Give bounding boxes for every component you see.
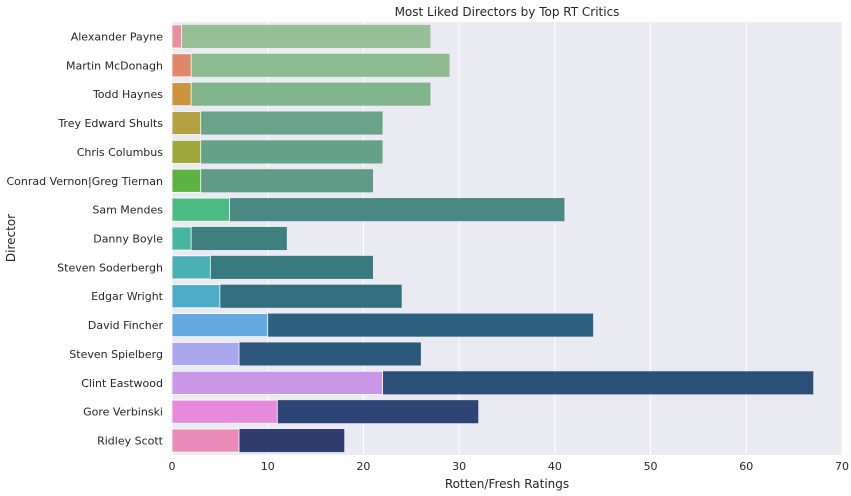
y-tick-label-2: Todd Haynes xyxy=(92,88,163,101)
x-axis-label: Rotten/Fresh Ratings xyxy=(445,477,569,491)
bar-part-7 xyxy=(171,226,192,251)
bar-part-1 xyxy=(171,53,192,78)
bars-part-series xyxy=(171,24,383,453)
y-tick-label-5: Conrad Vernon|Greg Tiernan xyxy=(6,175,163,188)
x-tick-label-5: 50 xyxy=(644,460,658,473)
x-tick-labels: 0 10 20 30 40 50 60 70 xyxy=(169,460,850,473)
y-tick-label-4: Chris Columbus xyxy=(77,146,164,159)
bar-total-6 xyxy=(172,198,565,222)
bar-total-7 xyxy=(172,226,287,251)
y-tick-label-9: Edgar Wright xyxy=(91,290,164,303)
bar-total-5 xyxy=(172,169,373,193)
bar-part-4 xyxy=(171,139,202,164)
bars-total-series xyxy=(172,24,814,453)
bar-total-9 xyxy=(172,284,402,308)
y-tick-label-3: Trey Edward Shults xyxy=(57,117,163,130)
y-tick-label-0: Alexander Payne xyxy=(71,30,164,43)
bar-part-2 xyxy=(171,82,192,107)
y-tick-label-13: Gore Verbinski xyxy=(83,406,163,419)
bar-part-6 xyxy=(171,197,230,222)
x-tick-label-7: 70 xyxy=(835,460,849,473)
bar-part-3 xyxy=(171,111,202,135)
y-tick-label-10: David Fincher xyxy=(88,319,164,332)
bar-total-4 xyxy=(172,140,383,164)
y-tick-labels: Alexander Payne Martin McDonagh Todd Hayne… xyxy=(6,30,163,447)
bar-part-11 xyxy=(171,342,240,366)
chart-title: Most Liked Directors by Top RT Critics xyxy=(395,5,620,19)
y-tick-label-7: Danny Boyle xyxy=(93,233,163,246)
x-tick-label-0: 0 xyxy=(169,460,176,473)
x-tick-label-4: 40 xyxy=(548,460,562,473)
y-tick-label-14: Ridley Scott xyxy=(97,435,164,448)
y-axis-label: Director xyxy=(4,214,18,262)
y-tick-label-12: Clint Eastwood xyxy=(81,377,163,390)
bar-part-8 xyxy=(171,255,211,280)
bar-total-1 xyxy=(172,53,450,77)
bar-part-13 xyxy=(171,399,278,424)
x-tick-label-6: 60 xyxy=(739,460,753,473)
x-tick-label-1: 10 xyxy=(261,460,275,473)
x-tick-label-2: 20 xyxy=(356,460,370,473)
bar-total-8 xyxy=(172,255,373,279)
bar-total-3 xyxy=(172,111,383,135)
bar-part-5 xyxy=(171,168,202,193)
bar-total-0 xyxy=(172,24,431,48)
bar-part-0 xyxy=(171,24,182,49)
bar-total-10 xyxy=(172,313,594,337)
bar-part-10 xyxy=(171,313,269,338)
bar-total-2 xyxy=(172,82,431,106)
y-tick-label-6: Sam Mendes xyxy=(92,204,163,217)
y-tick-label-11: Steven Spielberg xyxy=(69,348,163,361)
y-tick-label-1: Martin McDonagh xyxy=(66,59,163,72)
bar-part-14 xyxy=(171,428,240,453)
x-tick-label-3: 30 xyxy=(452,460,466,473)
y-tick-label-8: Steven Soderbergh xyxy=(57,261,163,274)
bar-part-12 xyxy=(171,370,383,395)
bar-part-9 xyxy=(171,284,221,309)
